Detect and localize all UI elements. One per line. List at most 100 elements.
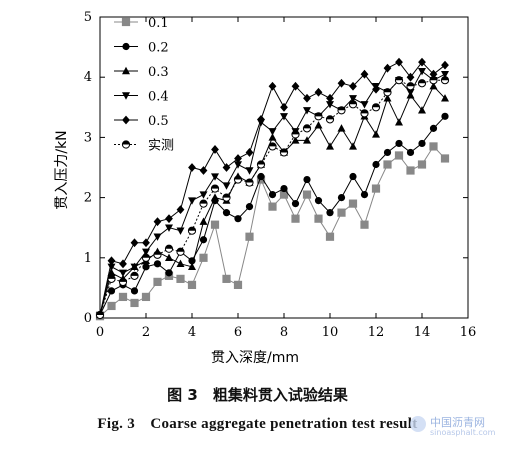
data-point: [268, 142, 277, 151]
data-point: [337, 194, 346, 202]
data-point: [107, 263, 116, 272]
data-point: [142, 238, 150, 248]
series-2: [96, 112, 449, 319]
data-point: [130, 271, 139, 280]
data-point: [372, 130, 380, 138]
marker-half: [165, 245, 173, 249]
data-point: [418, 67, 426, 76]
data-point: [199, 236, 208, 244]
data-point: [360, 101, 369, 109]
marker-half: [326, 115, 334, 120]
data-point: [176, 259, 185, 268]
data-point: [234, 154, 242, 163]
data-point: [383, 148, 392, 157]
data-point: [406, 72, 415, 82]
marker-half: [245, 178, 254, 183]
y-tick-label: 4: [84, 70, 92, 85]
data-point: [176, 205, 185, 215]
legend: 0.1 0.2 0.3 0.4 0.5 实测: [114, 16, 174, 154]
data-point: [440, 76, 450, 85]
y-tick-label: 1: [84, 251, 92, 266]
marker-half: [406, 82, 415, 87]
data-point: [383, 160, 392, 169]
chart-series-group: [95, 57, 450, 321]
data-point: [325, 232, 335, 241]
data-point: [302, 124, 312, 133]
data-point: [211, 173, 219, 181]
data-point: [406, 89, 415, 97]
data-point: [441, 60, 449, 70]
data-point: [118, 277, 128, 286]
data-point: [211, 193, 219, 201]
data-point: [245, 203, 254, 211]
marker-half: [96, 311, 104, 315]
watermark-logo-icon: [410, 416, 426, 432]
data-point: [256, 160, 266, 169]
marker-half: [314, 112, 323, 117]
marker-half: [372, 103, 380, 108]
data-point: [188, 262, 196, 271]
data-point: [314, 197, 323, 205]
data-point: [371, 103, 381, 112]
data-point: [153, 260, 162, 268]
data-point: [257, 114, 265, 124]
legend-marker: [122, 115, 130, 125]
marker-half: [418, 79, 426, 84]
y-tick-label: 3: [84, 130, 92, 145]
data-point: [141, 253, 151, 262]
data-point: [314, 112, 323, 121]
data-point: [360, 220, 369, 229]
data-point: [418, 106, 426, 114]
data-point: [326, 101, 334, 109]
data-point: [142, 263, 150, 271]
legend-item: 实测: [114, 139, 174, 154]
y-axis-label: 贯入压力/kN: [54, 130, 70, 209]
legend-item: 0.3: [114, 65, 169, 80]
data-point: [268, 202, 277, 211]
data-point: [245, 148, 254, 157]
data-point: [314, 214, 323, 223]
data-point: [165, 269, 173, 277]
data-point: [314, 87, 323, 97]
data-point: [337, 208, 346, 217]
data-point: [394, 76, 404, 85]
data-point: [349, 81, 357, 91]
series-1: [95, 142, 450, 321]
data-point: [233, 280, 243, 289]
data-point: [165, 224, 173, 232]
data-point: [164, 244, 174, 253]
marker-half: [107, 275, 116, 279]
data-point: [222, 182, 231, 190]
data-point: [395, 118, 403, 126]
data-point: [349, 172, 357, 181]
data-point: [257, 172, 265, 181]
data-point: [245, 232, 254, 241]
data-point: [222, 193, 231, 202]
data-point: [268, 190, 277, 199]
marker-half: [280, 148, 288, 153]
marker-half: [188, 227, 196, 231]
data-point: [188, 197, 196, 205]
data-point: [326, 142, 334, 150]
data-point: [303, 93, 311, 103]
data-point: [153, 217, 162, 227]
data-point: [325, 115, 335, 124]
marker-half: [142, 254, 150, 258]
data-point: [406, 82, 415, 91]
legend-item: 0.1: [114, 16, 169, 31]
x-tick-label: 0: [96, 325, 104, 340]
series-5: [96, 57, 449, 320]
data-point: [417, 160, 427, 169]
legend-label: 0.4: [148, 90, 169, 105]
data-point: [360, 109, 369, 118]
y-tick-label: 0: [84, 311, 92, 326]
data-point: [268, 133, 277, 141]
data-point: [107, 256, 116, 266]
data-point: [441, 94, 449, 102]
data-point: [383, 63, 392, 73]
data-point: [383, 94, 392, 102]
marker-half: [199, 200, 208, 204]
data-point: [199, 166, 208, 175]
data-point: [395, 139, 403, 148]
